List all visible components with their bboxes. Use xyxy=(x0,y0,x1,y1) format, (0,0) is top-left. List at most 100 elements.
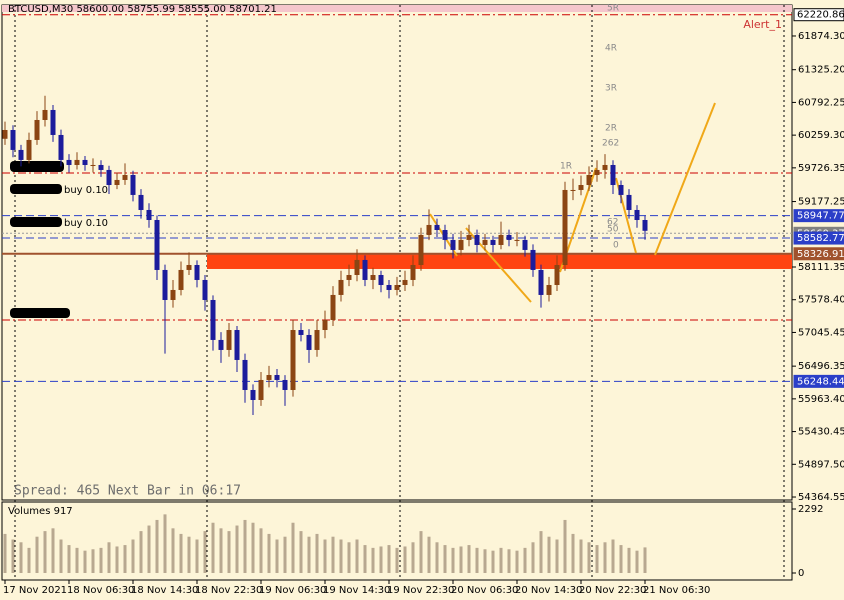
volume-bar xyxy=(299,531,303,573)
volume-bar xyxy=(467,545,471,573)
volume-bar xyxy=(411,542,415,573)
candle-body xyxy=(386,285,392,290)
volume-bar xyxy=(43,531,47,573)
x-tick-label: 19 Nov 22:30 xyxy=(387,585,454,596)
volume-bar xyxy=(403,546,407,573)
candle-body xyxy=(34,119,40,140)
trade-label: buy 0.10 xyxy=(64,185,108,196)
candle-body xyxy=(626,194,632,210)
candle-body xyxy=(274,375,280,380)
level-label: 58326.91 xyxy=(797,249,844,260)
volume-bar xyxy=(283,536,287,573)
candle-body xyxy=(226,330,232,350)
candle-body xyxy=(586,174,592,185)
fibo-label: 62 xyxy=(607,218,618,228)
candle-body xyxy=(258,379,264,400)
candle-body xyxy=(498,234,504,245)
fibo-label: 262 xyxy=(602,139,619,149)
y-tick-label: 60792.25 xyxy=(798,97,844,108)
candle-body xyxy=(506,234,512,240)
candle-body xyxy=(378,275,384,286)
candle-body xyxy=(250,389,256,400)
candle-body xyxy=(322,320,328,331)
candle-body xyxy=(266,375,272,380)
volume-bar xyxy=(259,528,263,573)
y-tick-label: 57045.45 xyxy=(798,327,844,338)
candle-body xyxy=(578,185,584,190)
volume-bar xyxy=(67,545,71,573)
volume-bar xyxy=(619,545,623,573)
volume-bar xyxy=(291,522,295,573)
volume-bar xyxy=(371,547,375,573)
candle-body xyxy=(418,234,424,265)
volume-bar xyxy=(523,547,527,573)
x-tick-label: 20 Nov 14:30 xyxy=(515,585,582,596)
candle-body xyxy=(450,239,456,250)
volume-bar xyxy=(83,550,87,573)
volume-bar xyxy=(139,531,143,573)
alert-label: Alert_1 xyxy=(743,18,782,31)
x-tick-label: 19 Nov 06:30 xyxy=(259,585,326,596)
candle-body xyxy=(442,230,448,240)
volume-bar xyxy=(595,545,599,573)
candle-body xyxy=(562,189,568,265)
candle-body xyxy=(162,269,168,300)
candle-body xyxy=(194,264,200,280)
fibo-label: 5R xyxy=(607,4,619,14)
candle-body xyxy=(98,164,104,170)
candle-body xyxy=(346,275,352,280)
x-tick-label: 18 Nov 06:30 xyxy=(67,585,134,596)
y-tick-label: 58111.35 xyxy=(798,262,844,273)
volume-bar xyxy=(459,546,463,573)
candle-body xyxy=(290,330,296,390)
volume-bar xyxy=(275,539,279,573)
candle-body xyxy=(10,129,16,150)
volume-bar xyxy=(419,531,423,573)
volume-bar xyxy=(147,525,151,573)
volume-bar xyxy=(347,542,351,573)
candle-body xyxy=(530,249,536,270)
candle-body xyxy=(202,279,208,300)
y-tick-label: 54897.50 xyxy=(798,459,844,470)
volume-bar xyxy=(115,546,119,573)
volume-bar xyxy=(587,542,591,573)
candle-body xyxy=(618,185,624,195)
volume-bar xyxy=(603,542,607,573)
candle-body xyxy=(610,164,616,185)
candle-body xyxy=(490,239,496,245)
candle-body xyxy=(114,179,120,185)
candle-body xyxy=(170,289,176,300)
x-tick-label: 18 Nov 22:30 xyxy=(195,585,262,596)
candle-body xyxy=(554,264,560,286)
volume-bar xyxy=(499,547,503,573)
volume-bar xyxy=(179,533,183,573)
candle-body xyxy=(306,334,312,350)
level-label: 56248.44 xyxy=(797,376,844,387)
candle-body xyxy=(538,269,544,295)
level-box xyxy=(793,231,844,245)
volume-bar xyxy=(571,533,575,573)
y-tick-label: 61325.20 xyxy=(798,65,844,76)
candle-body xyxy=(18,149,24,160)
volume-bar xyxy=(611,539,615,573)
volume-bar xyxy=(163,514,167,573)
volume-bar xyxy=(387,545,391,573)
candle-body xyxy=(122,174,128,180)
candle-body xyxy=(474,234,480,245)
fibo-label: 1R xyxy=(560,162,572,172)
level-label: 58582.77 xyxy=(797,233,844,244)
candle-body xyxy=(242,359,248,390)
volume-bar xyxy=(51,528,55,573)
level-box xyxy=(793,8,844,22)
candle-body xyxy=(138,194,144,210)
volume-bar xyxy=(395,547,399,573)
x-tick-label: 19 Nov 14:30 xyxy=(323,585,390,596)
volume-bar xyxy=(475,547,479,573)
y-tick-label: 56496.35 xyxy=(798,361,844,372)
fibo-label: 4R xyxy=(605,44,617,54)
candle-body xyxy=(234,330,240,360)
candle-body xyxy=(458,239,464,250)
candle-body xyxy=(354,259,360,275)
volume-bar xyxy=(131,539,135,573)
